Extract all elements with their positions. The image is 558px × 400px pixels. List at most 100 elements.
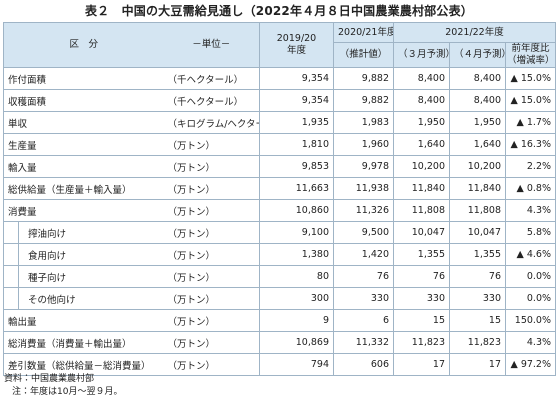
value-cell: 10,200	[449, 155, 506, 178]
row-unit: （万トン）	[163, 309, 260, 332]
row-unit: （万トン）	[163, 177, 260, 200]
header-text: 前年度比	[511, 43, 550, 55]
value-cell: 76	[449, 265, 506, 288]
row-unit: （千ヘクタール）	[163, 89, 260, 112]
value-cell: 17	[393, 353, 450, 376]
header-cell: 2021/22年度	[392, 22, 557, 43]
value-cell: 9,882	[333, 67, 394, 90]
value-cell: 10,047	[449, 221, 506, 244]
value-cell: 9,354	[259, 67, 334, 90]
value-cell: 1,935	[259, 111, 334, 134]
value-cell: 10,047	[393, 221, 450, 244]
value-cell: 11,938	[333, 177, 394, 200]
value-cell: 1,355	[449, 243, 506, 266]
header-text: （増減率）	[507, 55, 555, 66]
value-cell: 4.3%	[504, 199, 557, 222]
row-unit: （キログラム/ヘクタール）	[163, 111, 260, 134]
value-cell: 1,950	[393, 111, 450, 134]
row-label: 総消費量（消費量＋輸出量）	[3, 331, 164, 354]
value-cell: 11,840	[393, 177, 450, 200]
header-cell: 前年度比 （増減率）	[504, 42, 557, 68]
value-cell: 11,326	[333, 199, 394, 222]
value-cell: 9	[259, 309, 334, 332]
value-cell: 1,810	[259, 133, 334, 156]
row-label: 差引数量（総供給量－総消費量）	[3, 353, 164, 376]
table-row: 輸出量 （万トン） 9 6 15 15 150.0%	[3, 309, 557, 332]
header-cell: （推計値）	[333, 42, 394, 68]
value-cell: 15	[393, 309, 450, 332]
table-row: 輸入量 （万トン） 9,853 9,978 10,200 10,200 2.2%	[3, 155, 557, 178]
value-cell: 11,808	[449, 199, 506, 222]
row-unit: （万トン）	[163, 133, 260, 156]
table-row: その他向け （万トン） 300 330 330 330 0.0%	[3, 287, 557, 310]
table-row: 差引数量（総供給量－総消費量） （万トン） 794 606 17 17 ▲ 97.2%	[3, 353, 557, 376]
row-unit: （万トン）	[163, 243, 260, 266]
table-row: 収穫面積 （千ヘクタール） 9,354 9,882 8,400 8,400 ▲ 15.0%	[3, 89, 557, 112]
table-row: 生産量 （万トン） 1,810 1,960 1,640 1,640 ▲ 16.3%	[3, 133, 557, 156]
value-cell: 0.0%	[504, 265, 557, 288]
table-row: 消費量 （万トン） 10,860 11,326 11,808 11,808 4.3%	[3, 199, 557, 222]
table-row: 作付面積 （千ヘクタール） 9,354 9,882 8,400 8,400 ▲ 15.0%	[3, 67, 557, 90]
row-unit: （万トン）	[163, 331, 260, 354]
value-cell: 8,400	[393, 67, 450, 90]
row-unit: （万トン）	[163, 265, 260, 288]
note: 資料：中国農業農村部	[4, 374, 95, 384]
value-cell: 6	[333, 309, 394, 332]
header-cell: 2019/20 年度	[259, 22, 334, 68]
value-cell: 606	[333, 353, 394, 376]
value-cell: 11,840	[449, 177, 506, 200]
row-label: 輸入量	[3, 155, 164, 178]
note: 注：年度は10月～翌９月。	[12, 387, 123, 397]
header-cell: （３月予測）	[393, 42, 450, 68]
header-row: 区 分 －単位－ 2019/20 年度 2020/21年度 2021/22年度	[3, 22, 557, 68]
value-cell: 1,950	[449, 111, 506, 134]
value-cell: ▲ 97.2%	[504, 353, 557, 376]
row-unit: （万トン）	[163, 155, 260, 178]
row-label: 収穫面積	[3, 89, 164, 112]
value-cell: 8,400	[393, 89, 450, 112]
header-row: （推計値） （３月予測） （４月予測） 前年度比 （増減率）	[4, 42, 557, 68]
header-cell: （４月予測）	[449, 42, 506, 68]
value-cell: 9,500	[333, 221, 394, 244]
value-cell: 9,978	[333, 155, 394, 178]
value-cell: 76	[393, 265, 450, 288]
value-cell: 1,960	[333, 133, 394, 156]
title: 表２ 中国の大豆需給見通し（2022年４月８日中国農業農村部公表）	[84, 4, 473, 18]
table-row: 搾油向け （万トン） 9,100 9,500 10,047 10,047 5.8%	[3, 221, 557, 244]
value-cell: 8,400	[449, 67, 506, 90]
value-cell: 17	[449, 353, 506, 376]
row-label: 生産量	[3, 133, 164, 156]
value-cell: ▲ 16.3%	[504, 133, 557, 156]
value-cell: 10,869	[259, 331, 334, 354]
header-cell: －単位－	[163, 22, 260, 68]
row-label: 輸出量	[3, 309, 164, 332]
value-cell: ▲ 15.0%	[504, 67, 557, 90]
row-unit: （千ヘクタール）	[163, 67, 260, 90]
value-cell: 11,332	[333, 331, 394, 354]
value-cell: 80	[259, 265, 334, 288]
header-cell: 区 分	[3, 22, 164, 68]
value-cell: 11,823	[449, 331, 506, 354]
row-label: 搾油向け	[3, 221, 164, 244]
value-cell: 9,853	[259, 155, 334, 178]
value-cell: 1,983	[333, 111, 394, 134]
value-cell: 10,200	[393, 155, 450, 178]
table-row: 種子向け （万トン） 80 76 76 76 0.0%	[3, 265, 557, 288]
value-cell: 330	[333, 287, 394, 310]
row-label: 食用向け	[3, 243, 164, 266]
value-cell: 11,823	[393, 331, 450, 354]
value-cell: 1,420	[333, 243, 394, 266]
notes: 資料：中国農業農村部 注：年度は10月～翌９月。	[4, 373, 122, 399]
value-cell: ▲ 15.0%	[504, 89, 557, 112]
value-cell: 9,100	[259, 221, 334, 244]
value-cell: 8,400	[449, 89, 506, 112]
value-cell: 11,663	[259, 177, 334, 200]
row-unit: （万トン）	[163, 221, 260, 244]
value-cell: 330	[449, 287, 506, 310]
row-label: 単収	[3, 111, 164, 134]
value-cell: ▲ 4.6%	[504, 243, 557, 266]
header-text: 2019/20	[276, 33, 317, 44]
supply-demand-table: 区 分 －単位－ 2019/20 年度 2020/21年度 2021/22年度 （…	[3, 22, 557, 376]
